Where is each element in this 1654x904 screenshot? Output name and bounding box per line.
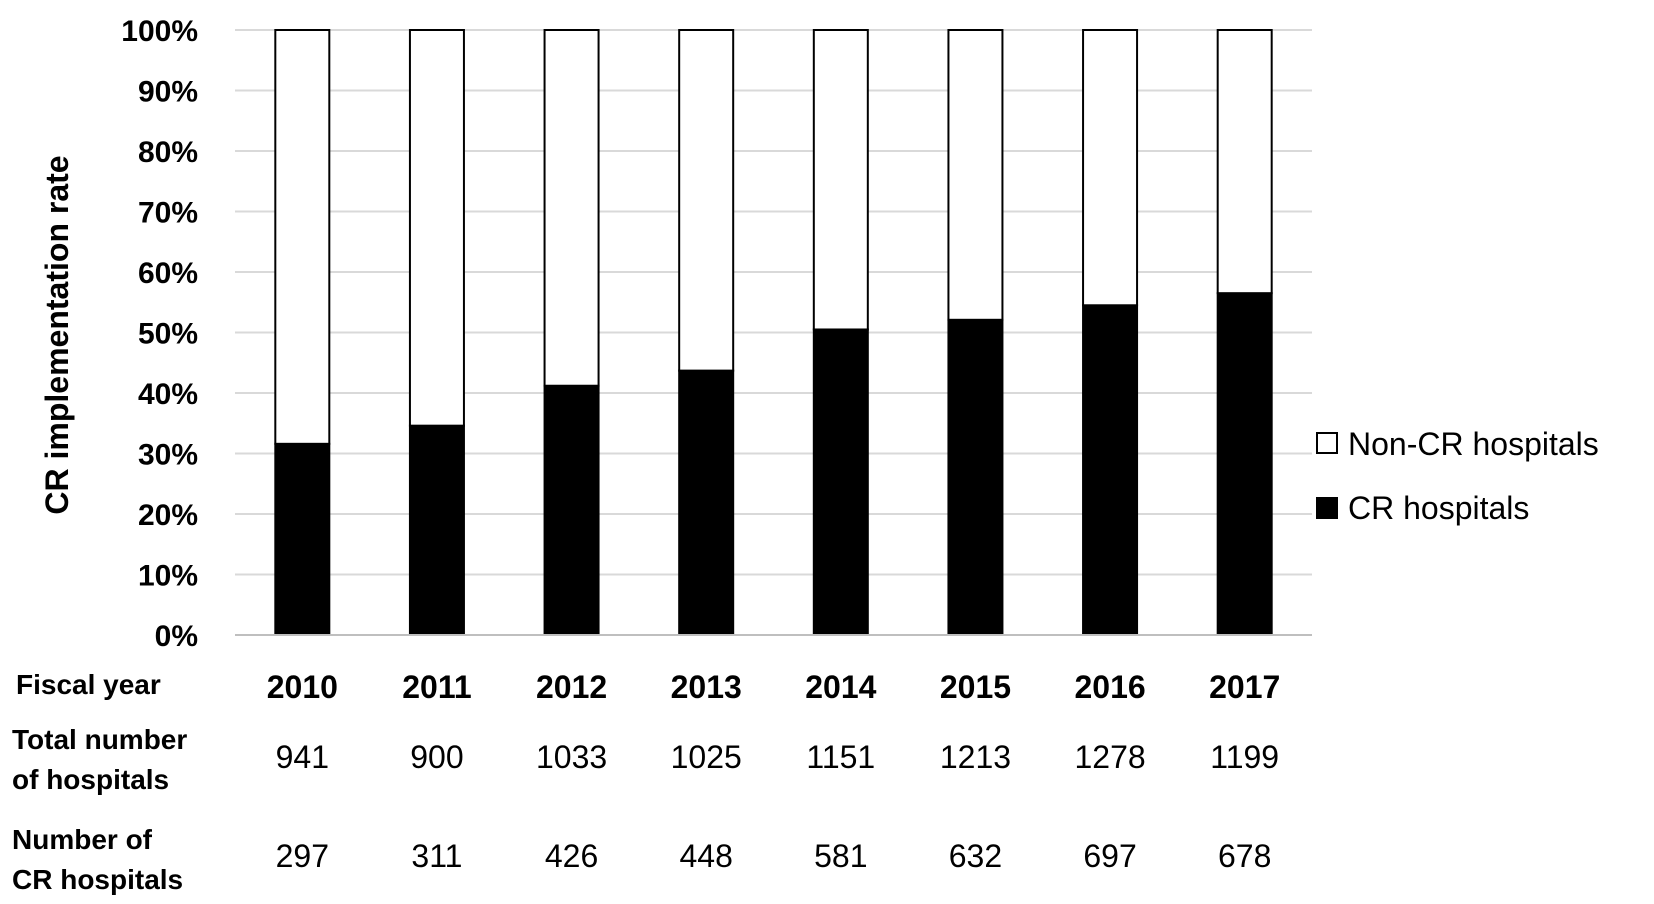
- bar-cr-2011: [408, 424, 465, 637]
- bar-cr-2014: [812, 328, 869, 636]
- total-hospitals-header-line1: Total number: [12, 724, 187, 755]
- total-hospitals-value: 1278: [1074, 739, 1145, 775]
- bar-non-cr-2014: [812, 29, 869, 331]
- cr-hospitals-header-line2: CR hospitals: [12, 864, 183, 895]
- legend-label-cr: CR hospitals: [1348, 490, 1529, 526]
- bar-non-cr-2010: [274, 29, 331, 445]
- y-tick-label: 60%: [138, 257, 198, 290]
- year-label: 2012: [536, 669, 607, 705]
- bar-cr-2017: [1216, 292, 1273, 636]
- bar-non-cr-2017: [1216, 29, 1273, 295]
- legend: Non-CR hospitals CR hospitals: [1316, 426, 1599, 526]
- year-label: 2011: [402, 669, 471, 705]
- year-label: 2010: [267, 669, 338, 705]
- year-label: 2013: [671, 669, 742, 705]
- total-hospitals-value: 900: [410, 739, 463, 775]
- total-hospitals-value: 941: [276, 739, 329, 775]
- bar-cr-2016: [1082, 304, 1139, 636]
- cr-hospitals-value: 311: [411, 838, 462, 874]
- year-label: 2014: [805, 669, 876, 705]
- year-label: 2016: [1074, 669, 1145, 705]
- y-tick-label: 10%: [138, 560, 198, 593]
- y-tick-label: 90%: [138, 76, 198, 109]
- y-tick-label: 0%: [155, 620, 198, 653]
- total-hospitals-value: 1033: [536, 739, 607, 775]
- y-axis-title: CR implementation rate: [39, 155, 75, 514]
- y-tick-label: 20%: [138, 499, 198, 532]
- y-tick-label: 30%: [138, 439, 198, 472]
- total-hospitals-value: 1151: [806, 739, 875, 775]
- table-values: 941 900 1033 1025 1151 1213 1278 1199 297 311 426 4…: [276, 739, 1279, 874]
- data-table: Fiscal year Total number of hospitals Nu…: [12, 669, 1280, 895]
- cr-hospitals-value: 426: [545, 838, 598, 874]
- year-label: 2017: [1209, 669, 1280, 705]
- bar-cr-2012: [543, 384, 600, 636]
- cr-hospitals-value: 581: [814, 838, 867, 874]
- total-hospitals-header-line2: of hospitals: [12, 764, 169, 795]
- total-hospitals-value: 1213: [940, 739, 1011, 775]
- fiscal-year-header: Fiscal year: [16, 669, 161, 700]
- bar-cr-2010: [274, 442, 331, 636]
- cr-hospitals-value: 697: [1083, 838, 1136, 874]
- y-tick-label: 100%: [121, 15, 198, 48]
- total-hospitals-value: 1025: [671, 739, 742, 775]
- cr-hospitals-header-line1: Number of: [12, 824, 153, 855]
- y-axis-ticks: 0% 10% 20% 30% 40% 50% 60% 70% 80% 90% 100%: [121, 15, 198, 653]
- bar-non-cr-2015: [947, 29, 1004, 321]
- cr-hospitals-value: 632: [949, 838, 1002, 874]
- year-label: 2015: [940, 669, 1011, 705]
- bar-non-cr-2011: [408, 29, 465, 427]
- cr-hospitals-value: 448: [679, 838, 732, 874]
- year-labels: 2010 2011 2012 2013 2014 2015 2016 2017: [267, 669, 1281, 705]
- total-hospitals-value: 1199: [1210, 739, 1279, 775]
- y-tick-label: 80%: [138, 136, 198, 169]
- y-tick-label: 70%: [138, 197, 198, 230]
- legend-swatch-non-cr: [1316, 432, 1338, 454]
- y-tick-label: 40%: [138, 378, 198, 411]
- legend-label-non-cr: Non-CR hospitals: [1348, 426, 1599, 462]
- bar-non-cr-2013: [678, 29, 735, 372]
- cr-hospitals-value: 678: [1218, 838, 1271, 874]
- legend-swatch-cr: [1316, 497, 1338, 519]
- cr-hospitals-value: 297: [276, 838, 329, 874]
- bar-non-cr-2016: [1082, 29, 1139, 307]
- bar-non-cr-2012: [543, 29, 600, 387]
- gridlines: [235, 29, 1312, 576]
- y-tick-label: 50%: [138, 318, 198, 351]
- bar-cr-2015: [947, 318, 1004, 636]
- bar-cr-2013: [678, 369, 735, 636]
